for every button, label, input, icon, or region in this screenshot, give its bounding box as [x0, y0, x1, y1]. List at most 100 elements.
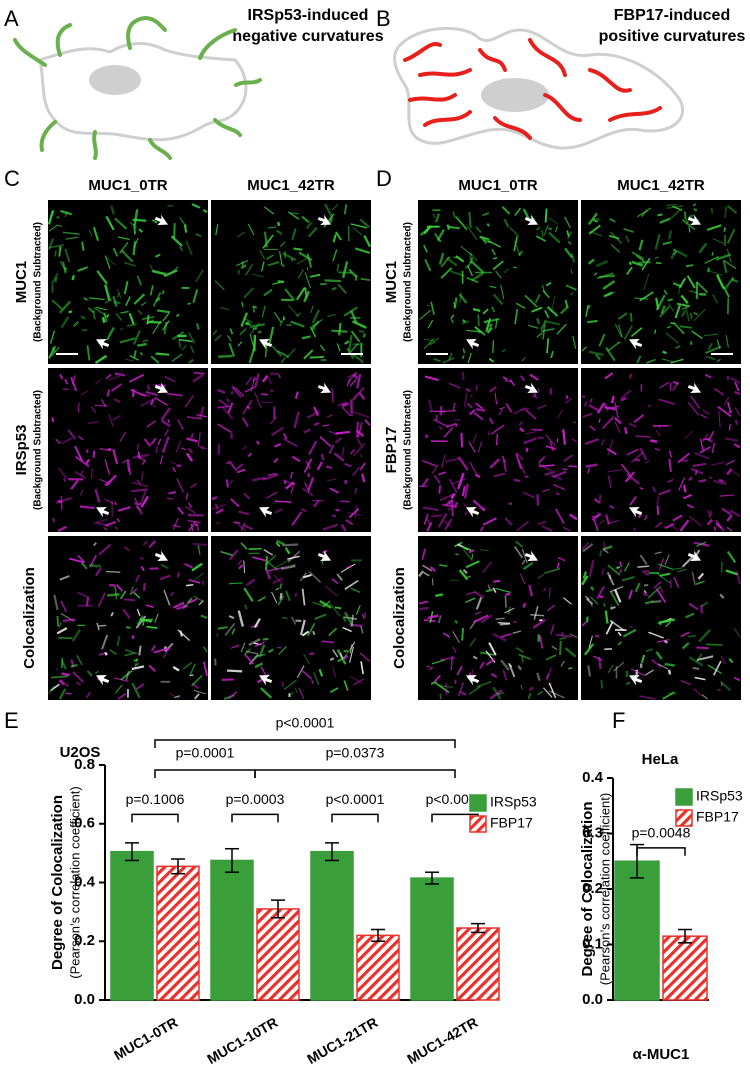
fluorescence-fiber: [231, 385, 238, 390]
fluorescence-fiber: [148, 540, 157, 549]
fluorescence-fiber: [679, 519, 690, 532]
fluorescence-fiber: [215, 508, 224, 515]
fluorescence-fiber: [605, 514, 610, 525]
fluorescence-fiber: [495, 270, 502, 279]
fluorescence-fiber: [482, 212, 490, 217]
fluorescence-fiber: [188, 502, 193, 509]
fluorescence-fiber: [595, 217, 600, 221]
fluorescence-fiber: [193, 572, 204, 581]
fluorescence-fiber: [629, 495, 637, 506]
fluorescence-fiber: [431, 659, 445, 665]
fluorescence-fiber: [98, 652, 106, 657]
fluorescence-fiber: [307, 472, 311, 478]
fluorescence-fiber: [273, 457, 279, 464]
fluorescence-fiber: [492, 260, 504, 271]
fluorescence-fiber: [357, 422, 363, 438]
fluorescence-fiber: [244, 385, 256, 393]
micrograph-background: [418, 368, 578, 532]
fluorescence-fiber: [282, 433, 288, 440]
fluorescence-fiber: [492, 686, 502, 700]
fluorescence-fiber: [480, 614, 493, 624]
fluorescence-fiber: [606, 571, 615, 586]
fluorescence-fiber: [329, 487, 340, 494]
fluorescence-fiber: [302, 573, 312, 579]
fluorescence-fiber: [50, 675, 68, 679]
fluorescence-fiber: [139, 393, 151, 397]
fluorescence-fiber: [693, 207, 698, 212]
fluorescence-fiber: [551, 645, 558, 651]
fluorescence-fiber: [279, 592, 283, 600]
fluorescence-fiber: [710, 207, 714, 214]
fluorescence-fiber: [301, 630, 310, 637]
fluorescence-fiber: [146, 384, 151, 391]
fluorescence-fiber: [152, 292, 162, 307]
fluorescence-fiber: [361, 473, 366, 483]
fluorescence-fiber: [433, 232, 442, 243]
fluorescence-fiber: [267, 566, 283, 572]
fluorescence-fiber: [427, 399, 433, 411]
fluorescence-fiber: [313, 406, 320, 417]
fluorescence-fiber: [528, 324, 539, 329]
micrograph-background: [418, 200, 578, 364]
fluorescence-fiber: [643, 590, 647, 594]
fluorescence-fiber: [536, 332, 543, 338]
fluorescence-fiber: [501, 206, 511, 215]
arrow: [524, 382, 538, 393]
fluorescence-fiber: [101, 316, 106, 324]
fluorescence-fiber: [537, 573, 545, 580]
fluorescence-fiber: [596, 272, 614, 280]
fluorescence-fiber: [518, 420, 524, 427]
fluorescence-fiber: [475, 597, 483, 610]
fluorescence-fiber: [143, 583, 146, 591]
fluorescence-fiber: [240, 264, 247, 270]
fluorescence-fiber: [192, 373, 204, 383]
fluorescence-fiber: [249, 323, 265, 328]
fluorescence-fiber: [475, 384, 478, 391]
fluorescence-fiber: [336, 343, 341, 352]
fluorescence-fiber: [468, 549, 475, 554]
fluorescence-fiber: [461, 545, 472, 552]
fluorescence-fiber: [94, 378, 101, 385]
fluorescence-fiber: [423, 513, 429, 525]
fluorescence-fiber: [698, 628, 712, 643]
fluorescence-fiber: [688, 213, 695, 219]
fluorescence-fiber: [185, 240, 193, 256]
fluorescence-fiber: [354, 274, 358, 281]
fluorescence-fiber: [473, 614, 489, 623]
fluorescence-fiber: [541, 230, 544, 237]
fluorescence-fiber: [569, 513, 578, 521]
fluorescence-fiber: [688, 476, 693, 482]
fluorescence-fiber: [142, 315, 155, 320]
fluorescence-fiber: [659, 217, 671, 224]
fluorescence-fiber: [133, 591, 141, 599]
fluorescence-fiber: [598, 333, 606, 347]
fluorescence-fiber: [291, 511, 303, 526]
fluorescence-fiber: [244, 653, 255, 665]
legend-swatch: [675, 809, 693, 827]
fluorescence-fiber: [297, 269, 305, 279]
fluorescence-fiber: [266, 491, 278, 499]
fluorescence-fiber: [457, 456, 469, 471]
arrow: [629, 675, 643, 686]
fluorescence-fiber: [70, 376, 78, 392]
fluorescence-fiber: [177, 572, 180, 578]
fluorescence-fiber: [150, 355, 160, 364]
fluorescence-fiber: [555, 492, 560, 496]
fluorescence-fiber: [195, 233, 202, 237]
fluorescence-fiber: [486, 223, 490, 227]
fluorescence-fiber: [283, 438, 298, 448]
fluorescence-fiber: [508, 664, 516, 678]
micrograph-background: [418, 536, 578, 700]
fluorescence-fiber: [81, 562, 88, 570]
fluorescence-fiber: [303, 653, 310, 665]
fluorescence-fiber: [63, 477, 67, 483]
fluorescence-fiber: [520, 684, 523, 690]
fluorescence-fiber: [163, 589, 171, 606]
fluorescence-fiber: [554, 508, 565, 524]
fluorescence-fiber: [355, 421, 360, 438]
fluorescence-fiber: [726, 204, 738, 215]
fluorescence-fiber: [98, 543, 112, 556]
fluorescence-fiber: [519, 573, 526, 585]
fluorescence-fiber: [585, 463, 598, 468]
legend-label: FBP17: [696, 809, 739, 825]
